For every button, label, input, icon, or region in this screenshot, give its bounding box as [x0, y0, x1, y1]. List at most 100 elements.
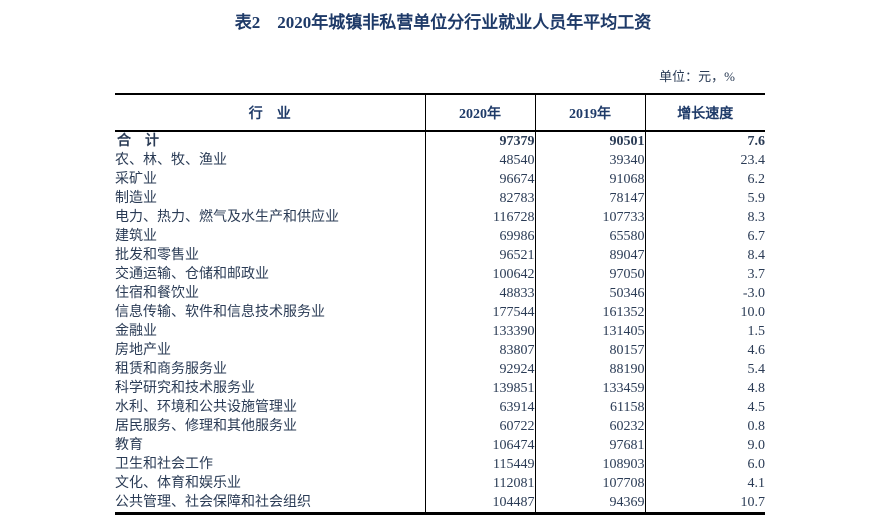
wage-2019-cell: 133459 — [534, 379, 645, 398]
growth-cell: 4.8 — [644, 379, 765, 398]
header-industry: 行 业 — [115, 94, 425, 132]
wage-table: 行 业 2020年 2019年 增长速度 合 计 97379 90501 7.6… — [115, 93, 765, 515]
industry-cell: 文化、体育和娱乐业 — [115, 476, 241, 491]
wage-2019-cell: 161352 — [534, 303, 645, 322]
industry-cell: 交通运输、仓储和邮政业 — [115, 267, 269, 282]
growth-cell: 9.0 — [644, 436, 765, 455]
growth-cell: 1.5 — [644, 322, 765, 341]
growth-cell: 4.6 — [644, 341, 765, 360]
industry-cell: 教育 — [115, 438, 143, 453]
wage-2019-cell: 91068 — [534, 170, 645, 189]
industry-cell: 住宿和餐饮业 — [115, 286, 199, 301]
table-row: 租赁和商务服务业 92924 88190 5.4 — [115, 360, 765, 379]
industry-cell: 建筑业 — [115, 229, 157, 244]
growth-cell: 6.7 — [644, 227, 765, 246]
wage-2020-cell: 48540 — [424, 151, 535, 170]
industry-cell: 信息传输、软件和信息技术服务业 — [115, 305, 325, 320]
wage-2019-cell: 78147 — [534, 189, 645, 208]
wage-2019-cell: 39340 — [534, 151, 645, 170]
industry-cell: 公共管理、社会保障和社会组织 — [115, 495, 311, 510]
wage-2020-cell: 133390 — [424, 322, 535, 341]
wage-2019-cell: 107708 — [534, 474, 645, 493]
growth-cell: 0.8 — [644, 417, 765, 436]
industry-cell: 采矿业 — [115, 172, 157, 187]
wage-2020-cell: 116728 — [424, 208, 535, 227]
table-row: 公共管理、社会保障和社会组织 104487 94369 10.7 — [115, 493, 765, 514]
wage-2020-cell: 104487 — [424, 493, 535, 514]
wage-2020-cell: 96674 — [424, 170, 535, 189]
wage-2020-cell: 92924 — [424, 360, 535, 379]
wage-2020-cell: 106474 — [424, 436, 535, 455]
table-row: 建筑业 69986 65580 6.7 — [115, 227, 765, 246]
growth-cell: 8.4 — [644, 246, 765, 265]
wage-2020-cell: 115449 — [424, 455, 535, 474]
growth-cell: 5.9 — [644, 189, 765, 208]
table-row: 水利、环境和公共设施管理业 63914 61158 4.5 — [115, 398, 765, 417]
table-row: 合 计 97379 90501 7.6 — [115, 131, 765, 151]
table-row: 文化、体育和娱乐业 112081 107708 4.1 — [115, 474, 765, 493]
wage-2019-cell: 88190 — [534, 360, 645, 379]
table-row: 信息传输、软件和信息技术服务业 177544 161352 10.0 — [115, 303, 765, 322]
header-growth: 增长速度 — [644, 94, 765, 132]
header-2020: 2020年 — [424, 94, 535, 132]
wage-2020-cell: 96521 — [424, 246, 535, 265]
table-body: 合 计 97379 90501 7.6 农、林、牧、渔业 48540 39340… — [115, 131, 765, 514]
wage-2019-cell: 90501 — [534, 131, 645, 151]
wage-2019-cell: 50346 — [534, 284, 645, 303]
table-row: 教育 106474 97681 9.0 — [115, 436, 765, 455]
wage-2019-cell: 131405 — [534, 322, 645, 341]
growth-cell: 4.1 — [644, 474, 765, 493]
wage-2019-cell: 60232 — [534, 417, 645, 436]
growth-cell: 10.7 — [644, 493, 765, 514]
growth-cell: -3.0 — [644, 284, 765, 303]
wage-2020-cell: 177544 — [424, 303, 535, 322]
table-row: 电力、热力、燃气及水生产和供应业 116728 107733 8.3 — [115, 208, 765, 227]
industry-cell: 农、林、牧、渔业 — [115, 153, 227, 168]
growth-cell: 3.7 — [644, 265, 765, 284]
table-row: 科学研究和技术服务业 139851 133459 4.8 — [115, 379, 765, 398]
table-row: 住宿和餐饮业 48833 50346 -3.0 — [115, 284, 765, 303]
unit-label: 单位：元，% — [659, 69, 735, 84]
table-row: 制造业 82783 78147 5.9 — [115, 189, 765, 208]
wage-2019-cell: 89047 — [534, 246, 645, 265]
industry-cell: 科学研究和技术服务业 — [115, 381, 255, 396]
table-header: 行 业 2020年 2019年 增长速度 — [115, 94, 765, 132]
header-row: 行 业 2020年 2019年 增长速度 — [115, 94, 765, 132]
table-row: 卫生和社会工作 115449 108903 6.0 — [115, 455, 765, 474]
industry-cell: 电力、热力、燃气及水生产和供应业 — [115, 210, 339, 225]
header-2019: 2019年 — [534, 94, 645, 132]
wage-2020-cell: 139851 — [424, 379, 535, 398]
wage-2020-cell: 83807 — [424, 341, 535, 360]
table-container: 单位：元，% 行 业 2020年 2019年 增长速度 合 计 97379 90… — [115, 66, 765, 515]
growth-cell: 5.4 — [644, 360, 765, 379]
industry-cell: 水利、环境和公共设施管理业 — [115, 400, 297, 415]
industry-cell: 房地产业 — [115, 343, 171, 358]
growth-cell: 8.3 — [644, 208, 765, 227]
growth-cell: 6.0 — [644, 455, 765, 474]
page-title: 表2 2020年城镇非私营单位分行业就业人员年平均工资 — [234, 13, 652, 32]
wage-2020-cell: 97379 — [424, 131, 535, 151]
growth-cell: 10.0 — [644, 303, 765, 322]
industry-cell: 租赁和商务服务业 — [115, 362, 227, 377]
industry-cell: 合 计 — [117, 134, 159, 149]
table-row: 交通运输、仓储和邮政业 100642 97050 3.7 — [115, 265, 765, 284]
wage-2020-cell: 63914 — [424, 398, 535, 417]
wage-2020-cell: 112081 — [424, 474, 535, 493]
industry-cell: 卫生和社会工作 — [115, 457, 213, 472]
wage-2020-cell: 100642 — [424, 265, 535, 284]
industry-cell: 制造业 — [115, 191, 157, 206]
industry-cell: 批发和零售业 — [115, 248, 199, 263]
wage-2019-cell: 108903 — [534, 455, 645, 474]
growth-cell: 6.2 — [644, 170, 765, 189]
wage-2019-cell: 97681 — [534, 436, 645, 455]
wage-2019-cell: 107733 — [534, 208, 645, 227]
wage-2020-cell: 48833 — [424, 284, 535, 303]
table-row: 房地产业 83807 80157 4.6 — [115, 341, 765, 360]
industry-cell: 金融业 — [115, 324, 157, 339]
industry-cell: 居民服务、修理和其他服务业 — [115, 419, 297, 434]
growth-cell: 23.4 — [644, 151, 765, 170]
growth-cell: 4.5 — [644, 398, 765, 417]
wage-2019-cell: 94369 — [534, 493, 645, 514]
table-row: 农、林、牧、渔业 48540 39340 23.4 — [115, 151, 765, 170]
